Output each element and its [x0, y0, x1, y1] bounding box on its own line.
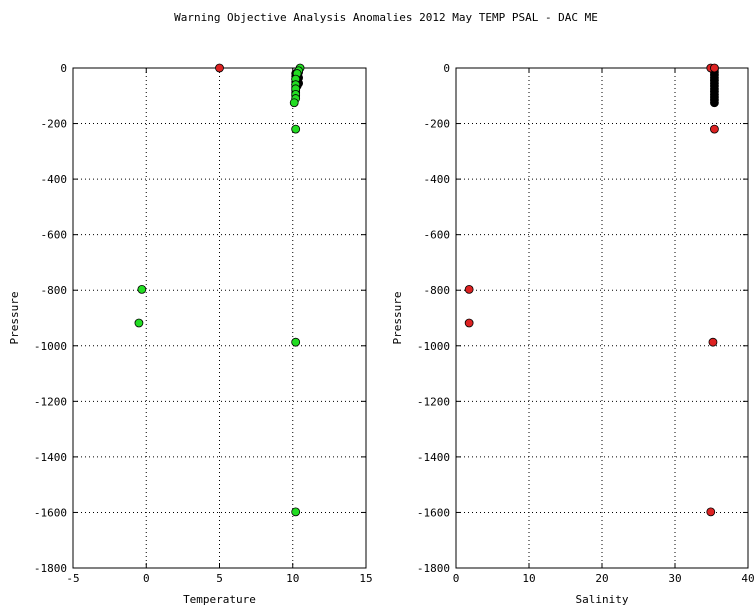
- y-tick-label: -1600: [417, 506, 450, 519]
- x-tick-label: 10: [286, 572, 299, 585]
- data-point: [289, 98, 299, 108]
- y-tick-label: -1400: [34, 451, 67, 464]
- y-tick-label: -1400: [417, 451, 450, 464]
- x-tick-label: 15: [359, 572, 372, 585]
- temperature-panel: -5 0 5 10 15 0 -200 -400 -600 -800 -1000 -1200 -1400…: [8, 62, 373, 606]
- x-tick-label: 10: [522, 572, 535, 585]
- y-tick-label: -800: [424, 284, 451, 297]
- y-tick-label: -400: [424, 173, 451, 186]
- y-axis-label: Pressure: [391, 292, 404, 345]
- y-tick-label: -1000: [417, 340, 450, 353]
- data-point: [215, 63, 224, 73]
- data-point: [291, 507, 301, 517]
- x-tick-label: 0: [143, 572, 150, 585]
- y-tick-label: -1200: [34, 395, 67, 408]
- data-point: [710, 63, 719, 73]
- y-tick-label: -1000: [34, 340, 67, 353]
- x-axis-label: Salinity: [576, 593, 629, 606]
- data-point: [291, 337, 301, 347]
- y-tick-label: -1800: [34, 562, 67, 575]
- figure-title: Warning Objective Analysis Anomalies 201…: [174, 11, 598, 24]
- y-tick-label: -600: [424, 229, 451, 242]
- x-tick-label: 0: [453, 572, 460, 585]
- x-tick-label: 20: [595, 572, 608, 585]
- y-tick-label: -600: [41, 229, 68, 242]
- data-point: [134, 318, 144, 328]
- x-tick-label: 40: [741, 572, 754, 585]
- x-axis-label: Temperature: [183, 593, 256, 606]
- y-axis-label: Pressure: [8, 292, 21, 345]
- y-tick-label: 0: [443, 62, 450, 75]
- data-point: [708, 337, 718, 347]
- y-tick-label: -400: [41, 173, 68, 186]
- y-tick-label: -200: [424, 118, 451, 131]
- data-point: [464, 318, 474, 328]
- salinity-panel: 0 10 20 30 40 0 -200 -400 -600 -800 -1000 -1200 -140…: [391, 62, 755, 606]
- y-tick-label: -1800: [417, 562, 450, 575]
- y-tick-label: -1200: [417, 395, 450, 408]
- data-point: [710, 124, 719, 134]
- data-point: [464, 284, 474, 294]
- x-tick-label: 30: [668, 572, 681, 585]
- data-point: [706, 507, 716, 517]
- y-tick-label: -200: [41, 118, 68, 131]
- x-tick-label: 5: [216, 572, 223, 585]
- data-point: [291, 124, 301, 134]
- y-tick-label: -800: [41, 284, 68, 297]
- y-tick-label: 0: [60, 62, 67, 75]
- y-tick-label: -1600: [34, 506, 67, 519]
- data-point: [710, 98, 719, 108]
- data-point: [137, 284, 147, 294]
- x-tick-label: -5: [66, 572, 79, 585]
